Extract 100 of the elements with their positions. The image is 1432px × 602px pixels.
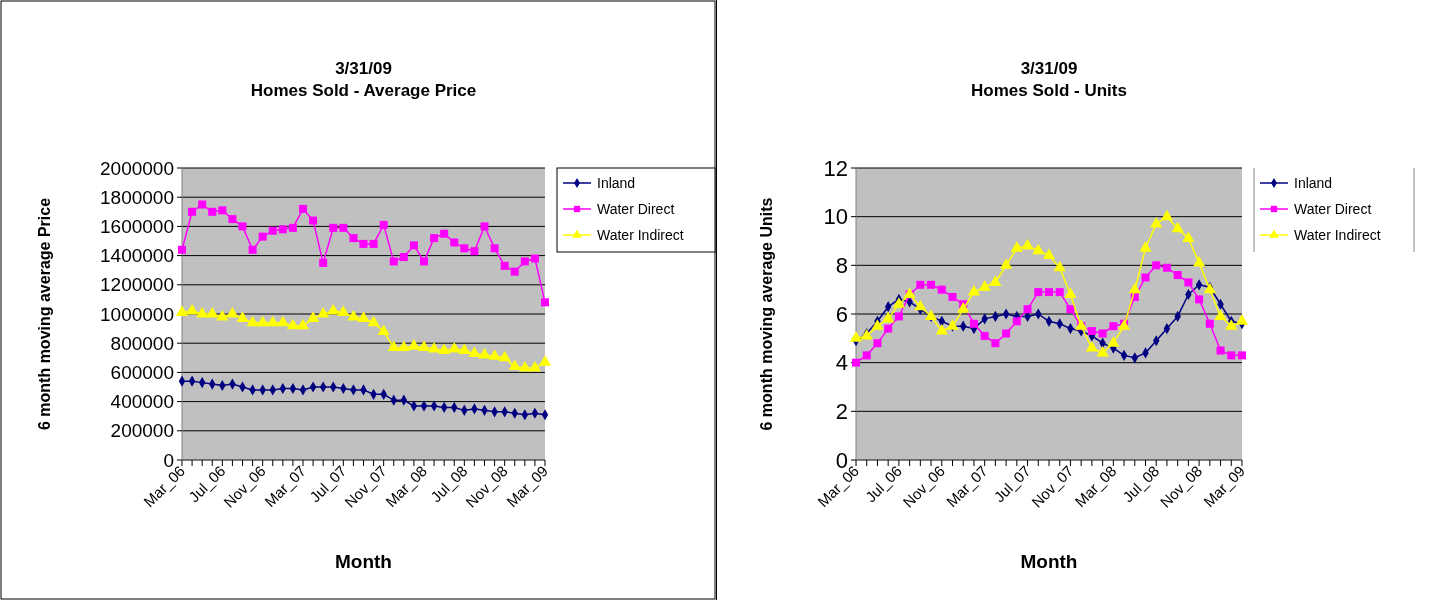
point xyxy=(208,207,217,216)
point xyxy=(1225,319,1238,330)
point xyxy=(228,215,237,224)
point xyxy=(948,292,957,301)
point xyxy=(894,312,903,321)
point xyxy=(379,220,388,229)
point xyxy=(849,331,863,342)
point xyxy=(980,331,989,340)
y-axis-title: 6 month moving average Units xyxy=(758,197,775,431)
point xyxy=(1193,255,1206,267)
point xyxy=(1053,260,1066,272)
y-tick-label: 400000 xyxy=(110,391,174,413)
point xyxy=(430,234,439,243)
chart-subtitle: Homes Sold - Average Price xyxy=(250,81,477,100)
point xyxy=(1087,327,1096,336)
y-tick-label: 1400000 xyxy=(100,245,174,267)
point xyxy=(500,261,509,270)
y-tick-label: 8 xyxy=(835,253,848,279)
y-tick-label: 1200000 xyxy=(100,274,174,296)
point xyxy=(490,244,499,253)
point xyxy=(1021,238,1034,250)
legend-label: Water Direct xyxy=(597,201,675,217)
point xyxy=(1184,278,1193,287)
point xyxy=(420,257,428,266)
point xyxy=(409,241,418,250)
point xyxy=(871,319,884,330)
point xyxy=(327,304,340,315)
point xyxy=(175,305,189,317)
point xyxy=(329,223,338,232)
point xyxy=(538,355,552,366)
point xyxy=(1107,336,1120,347)
point xyxy=(1216,346,1225,355)
point xyxy=(246,315,259,327)
point xyxy=(299,204,307,213)
point xyxy=(1171,221,1184,233)
point xyxy=(307,311,320,322)
point xyxy=(196,306,209,318)
point xyxy=(319,258,328,267)
point xyxy=(1182,231,1195,243)
y-tick-label: 6 xyxy=(835,301,848,327)
point xyxy=(286,318,299,330)
point xyxy=(1205,319,1214,328)
point xyxy=(1010,241,1023,252)
point xyxy=(916,280,925,289)
point xyxy=(369,239,378,248)
point xyxy=(914,299,927,311)
y-axis-title: 6 month moving average Price xyxy=(36,197,53,431)
point xyxy=(470,247,479,256)
point xyxy=(337,305,350,317)
point xyxy=(969,319,978,328)
point xyxy=(468,346,481,357)
point xyxy=(892,297,905,308)
point xyxy=(541,298,549,307)
point xyxy=(417,340,431,352)
point xyxy=(206,306,219,318)
point xyxy=(1160,209,1174,221)
point xyxy=(989,275,1002,286)
point xyxy=(498,350,511,362)
point xyxy=(248,245,257,254)
point xyxy=(397,340,410,352)
point xyxy=(978,280,991,291)
point xyxy=(438,343,451,355)
point xyxy=(1066,305,1075,314)
legend-label: Water Indirect xyxy=(597,227,684,243)
point xyxy=(1227,351,1236,360)
y-tick-label: 1800000 xyxy=(100,186,174,208)
y-tick-label: 1600000 xyxy=(100,216,174,238)
chart-title: 3/31/09 xyxy=(1020,59,1078,78)
point xyxy=(873,339,882,348)
point xyxy=(309,216,318,225)
chart-title: 3/31/09 xyxy=(335,59,392,78)
point xyxy=(1195,295,1204,304)
point xyxy=(377,324,390,336)
point xyxy=(1162,263,1171,272)
point xyxy=(1032,243,1045,255)
point xyxy=(518,361,531,372)
point xyxy=(508,359,521,371)
point xyxy=(1150,216,1163,228)
point xyxy=(288,223,297,232)
point xyxy=(1064,287,1077,299)
point xyxy=(957,302,970,313)
point xyxy=(488,349,501,360)
point xyxy=(238,222,247,231)
point xyxy=(967,285,981,296)
point xyxy=(510,267,519,276)
y-tick-label: 12 xyxy=(823,155,848,181)
point xyxy=(862,351,871,360)
point xyxy=(1173,271,1182,280)
point xyxy=(1023,305,1032,314)
point xyxy=(1109,322,1118,331)
point xyxy=(1034,288,1043,297)
point xyxy=(448,342,461,353)
point xyxy=(399,253,408,262)
y-tick-label: 600000 xyxy=(110,362,174,384)
legend-label: Inland xyxy=(597,175,636,191)
point xyxy=(347,309,360,321)
point xyxy=(407,339,420,350)
point xyxy=(357,311,370,322)
point xyxy=(1096,345,1109,357)
point xyxy=(276,315,289,327)
